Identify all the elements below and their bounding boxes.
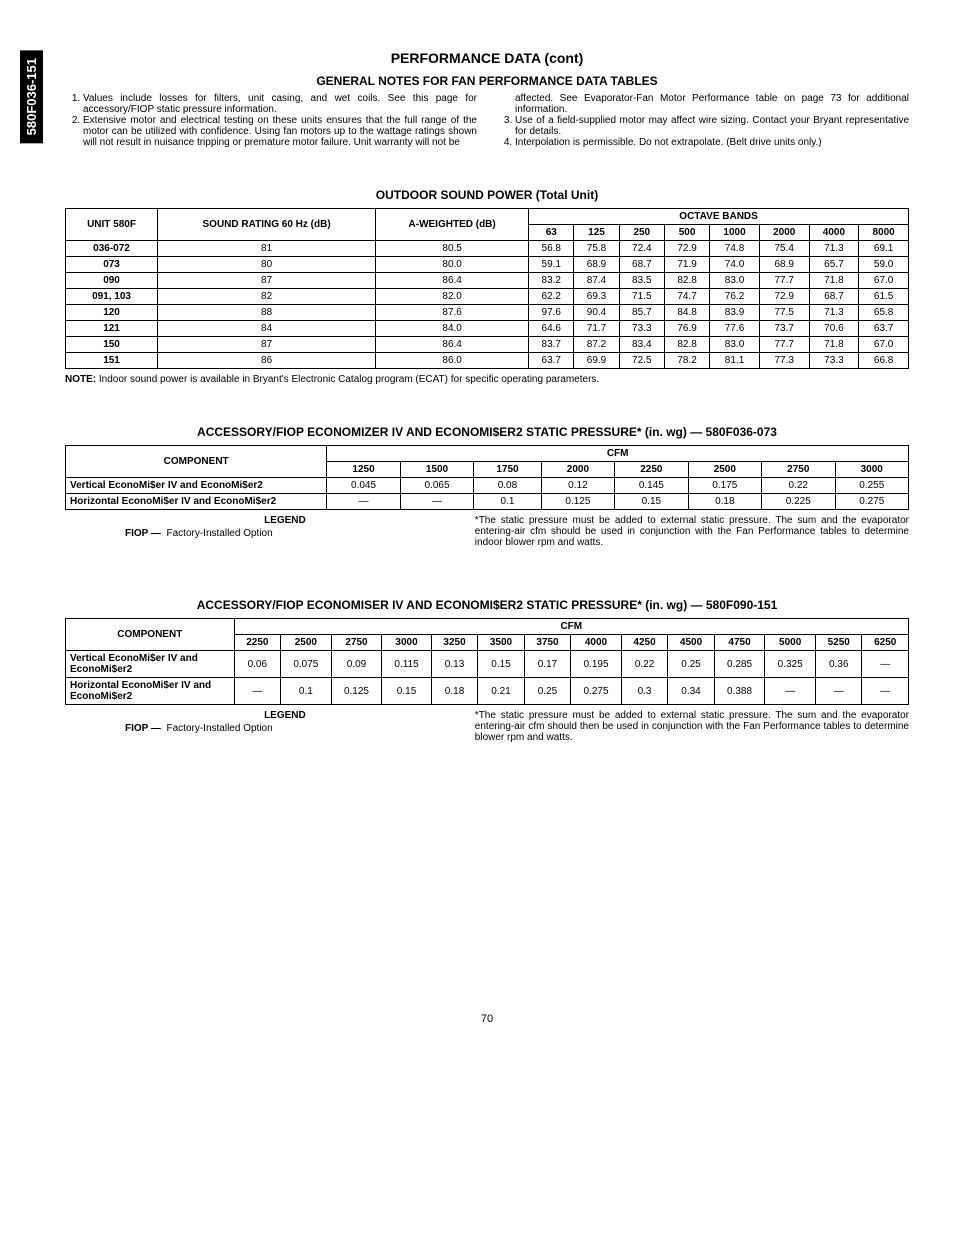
th-cfm2: CFM: [234, 619, 908, 635]
th-unit: UNIT 580F: [66, 209, 158, 241]
sound-table-title: OUTDOOR SOUND POWER (Total Unit): [65, 188, 909, 202]
table-row: 1508786.483.787.283.482.883.077.771.867.…: [66, 337, 909, 353]
th-octave-bands: OCTAVE BANDS: [529, 209, 909, 225]
note-item: Extensive motor and electrical testing o…: [83, 115, 477, 148]
th-cfm-col: 5000: [765, 635, 816, 651]
sound-note: NOTE: Indoor sound power is available in…: [65, 374, 909, 385]
th-cfm-col: 3750: [524, 635, 570, 651]
th-cfm-col: 3000: [382, 635, 432, 651]
th-component2: COMPONENT: [66, 619, 235, 651]
table-row: Vertical EconoMi$er IV and EconoMi$er20.…: [66, 478, 909, 494]
th-cfm-col: 2250: [234, 635, 280, 651]
th-component: COMPONENT: [66, 446, 327, 478]
th-cfm-col: 2750: [331, 635, 382, 651]
th-band: 2000: [759, 225, 809, 241]
side-tab: 580F036-151: [20, 50, 43, 143]
econ1-legend: LEGEND FIOP — Factory-Installed Option: [65, 515, 445, 548]
econ2-footnote: *The static pressure must be added to ex…: [475, 710, 909, 743]
th-sound-rating: SOUND RATING 60 Hz (dB): [158, 209, 376, 241]
th-cfm-col: 3500: [478, 635, 524, 651]
page-title: PERFORMANCE DATA (cont): [65, 50, 909, 66]
page-number: 70: [65, 1013, 909, 1025]
th-band: 125: [574, 225, 619, 241]
table-row: 1518686.063.769.972.578.281.177.373.366.…: [66, 353, 909, 369]
th-band: 500: [664, 225, 709, 241]
sound-power-table: UNIT 580F SOUND RATING 60 Hz (dB) A-WEIG…: [65, 208, 909, 369]
table-row: 1218484.064.671.773.376.977.673.770.663.…: [66, 321, 909, 337]
th-cfm-col: 3250: [431, 635, 477, 651]
th-band: 8000: [859, 225, 909, 241]
general-notes: Values include losses for filters, unit …: [65, 93, 909, 148]
th-cfm-col: 4500: [668, 635, 714, 651]
note-item: Use of a field-supplied motor may affect…: [515, 115, 909, 137]
th-cfm-col: 2250: [615, 462, 688, 478]
th-cfm-col: 1750: [474, 462, 541, 478]
table-row: Horizontal EconoMi$er IV and EconoMi$er2…: [66, 494, 909, 510]
econ2-legend: LEGEND FIOP — Factory-Installed Option: [65, 710, 445, 743]
th-band: 63: [529, 225, 574, 241]
th-cfm-col: 4250: [621, 635, 667, 651]
th-cfm-col: 4750: [714, 635, 765, 651]
th-cfm-col: 5250: [815, 635, 861, 651]
table-row: 0908786.483.287.483.582.883.077.771.867.…: [66, 273, 909, 289]
th-cfm-col: 2000: [541, 462, 614, 478]
th-band: 250: [619, 225, 664, 241]
table-row: Horizontal EconoMi$er IV and EconoMi$er2…: [66, 678, 909, 705]
econ1-title: ACCESSORY/FIOP ECONOMIZER IV AND ECONOMI…: [65, 425, 909, 439]
table-row: 0738080.059.168.968.771.974.068.965.759.…: [66, 257, 909, 273]
th-cfm: CFM: [327, 446, 909, 462]
econ1-table: COMPONENT CFM 12501500175020002250250027…: [65, 445, 909, 510]
econ2-table: COMPONENT CFM 22502500275030003250350037…: [65, 618, 909, 705]
th-cfm-col: 2500: [688, 462, 761, 478]
section-heading: GENERAL NOTES FOR FAN PERFORMANCE DATA T…: [65, 74, 909, 88]
note-item: Values include losses for filters, unit …: [83, 93, 477, 115]
th-cfm-col: 3000: [835, 462, 909, 478]
th-a-weighted: A-WEIGHTED (dB): [376, 209, 529, 241]
table-row: 036-0728180.556.875.872.472.974.875.471.…: [66, 241, 909, 257]
econ1-footnote: *The static pressure must be added to ex…: [475, 515, 909, 548]
th-cfm-col: 2500: [281, 635, 332, 651]
th-band: 4000: [809, 225, 859, 241]
th-cfm-col: 1250: [327, 462, 400, 478]
th-band: 1000: [710, 225, 760, 241]
th-cfm-col: 4000: [571, 635, 622, 651]
note-item: Interpolation is permissible. Do not ext…: [515, 137, 909, 148]
th-cfm-col: 2750: [762, 462, 835, 478]
table-row: 091, 1038282.062.269.371.574.776.272.968…: [66, 289, 909, 305]
th-cfm-col: 1500: [400, 462, 473, 478]
th-cfm-col: 6250: [862, 635, 909, 651]
table-row: Vertical EconoMi$er IV and EconoMi$er20.…: [66, 651, 909, 678]
table-row: 1208887.697.690.485.784.883.977.571.365.…: [66, 305, 909, 321]
econ2-title: ACCESSORY/FIOP ECONOMISER IV AND ECONOMI…: [65, 598, 909, 612]
